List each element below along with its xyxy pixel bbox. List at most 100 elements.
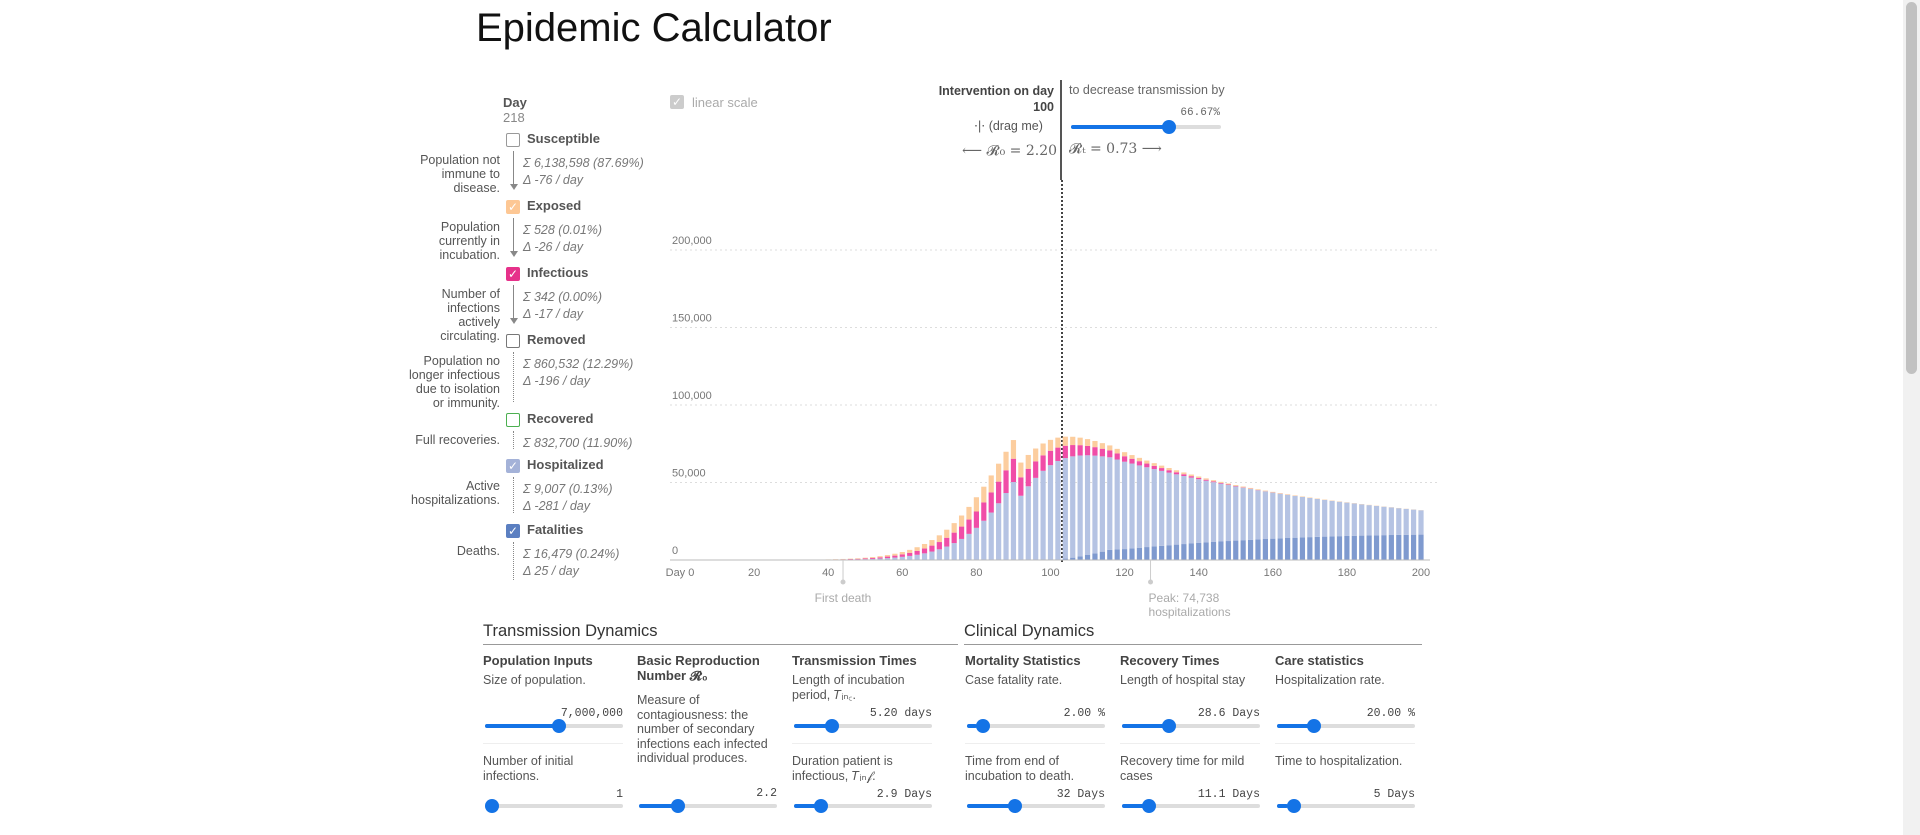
divider (483, 743, 623, 744)
slider-track (967, 724, 1105, 728)
chart-bar-fatalities (1366, 535, 1372, 560)
sigma-icon: Σ (523, 436, 534, 450)
chart-bar-infectious (1196, 477, 1202, 480)
slider-knob[interactable] (813, 799, 828, 813)
chart-bar-infectious (870, 557, 876, 559)
chart-bar-removed (1107, 457, 1113, 550)
compartment-label: Infectious (527, 265, 589, 280)
chart-bar-exposed (1070, 436, 1076, 446)
chart-bar-fatalities (1144, 547, 1150, 560)
infectious-duration-slider[interactable] (794, 798, 932, 814)
decrease-transmission-value: 66.67% (1180, 107, 1220, 119)
chart-bar-infectious (1047, 450, 1054, 466)
chart-bar-exposed (1218, 481, 1224, 483)
mortality-title: Mortality Statistics (965, 653, 1081, 668)
delta-icon: Δ (523, 374, 535, 388)
drag-handle-icon[interactable]: ⋅|⋅ (974, 119, 986, 133)
slider-knob[interactable] (1161, 120, 1176, 134)
chart-bar-fatalities (1084, 554, 1091, 560)
day-label: Day (503, 95, 527, 110)
decrease-transmission-slider[interactable] (1071, 119, 1221, 135)
slider-knob[interactable] (485, 799, 499, 813)
chart-bar-exposed (921, 543, 928, 549)
compartment-checkbox[interactable] (506, 413, 520, 427)
compartment-checkbox[interactable] (506, 133, 520, 147)
incubation-value: 5.20 days (869, 707, 932, 720)
slider-knob[interactable] (825, 719, 839, 733)
chart-bar-removed (1210, 482, 1217, 542)
check-icon: ✓ (671, 95, 683, 109)
compartment-delta-row: Δ -76 / day (523, 173, 583, 187)
chart-bar-removed (1359, 504, 1365, 536)
chart-bar-fatalities (1122, 549, 1128, 560)
chart-bar-infectious (958, 526, 965, 539)
chart-bar-exposed (1181, 472, 1187, 475)
time-to-hospitalization-slider[interactable] (1277, 798, 1415, 814)
linear-scale-checkbox[interactable]: ✓ (670, 95, 684, 109)
chart-bar-exposed (1018, 462, 1024, 478)
chart-bar-infectious (1040, 455, 1046, 471)
chart-bar-exposed (1240, 486, 1246, 488)
chart-bar-infectious (1114, 453, 1120, 460)
r0-slider[interactable] (639, 798, 777, 814)
compartment-checkbox[interactable]: ✓ (506, 267, 520, 281)
page-scrollbar-thumb[interactable] (1906, 2, 1917, 374)
time-to-death-slider[interactable] (967, 798, 1105, 814)
intervention-line-handle[interactable] (1060, 80, 1062, 180)
chart-bar-removed (1373, 505, 1380, 536)
slider-track (794, 724, 932, 728)
chart-bar-removed (1351, 503, 1357, 536)
population-slider[interactable] (485, 718, 623, 734)
compartment-checkbox[interactable]: ✓ (506, 200, 520, 214)
slider-knob[interactable] (975, 719, 990, 733)
chart-bar-exposed (1033, 448, 1039, 462)
slider-knob[interactable] (671, 799, 686, 813)
compartment-checkbox[interactable]: ✓ (506, 459, 520, 473)
chart-bar-removed (973, 527, 979, 560)
chart-bar-infectious (936, 542, 942, 550)
fatality-rate-value: 2.00 % (1063, 707, 1105, 720)
arrow-down-icon (510, 251, 518, 257)
slider-knob[interactable] (1161, 719, 1176, 733)
x-tick-label: 100 (1041, 567, 1059, 579)
chart-bar-removed (1292, 495, 1298, 538)
chart-bar-removed (1136, 465, 1143, 548)
mild-recovery-slider[interactable] (1122, 798, 1260, 814)
chart-bar-removed (944, 546, 950, 560)
slider-track (639, 804, 777, 808)
slider-knob[interactable] (551, 719, 566, 733)
chart-bar-exposed (1173, 470, 1180, 473)
chart-bar-exposed (1188, 474, 1194, 477)
slider-fill (967, 804, 1013, 808)
chart-bar-fatalities (1410, 534, 1417, 560)
chart-bar-removed (1322, 499, 1328, 537)
chart-bar-infectious (877, 557, 883, 559)
compartment-checkbox[interactable] (506, 334, 520, 348)
hospital-stay-slider[interactable] (1122, 718, 1260, 734)
compartment-total-row: Σ 9,007 (0.13%) (523, 482, 613, 496)
chart-bar-fatalities (1181, 544, 1187, 560)
compartment-checkbox[interactable]: ✓ (506, 524, 520, 538)
slider-knob[interactable] (1007, 799, 1022, 813)
incubation-slider[interactable] (794, 718, 932, 734)
intervention-drag[interactable]: ⋅|⋅ (drag me) (974, 118, 1043, 134)
hospitalization-rate-slider[interactable] (1277, 718, 1415, 734)
check-icon: ✓ (507, 200, 519, 214)
chart-bar-exposed (1122, 452, 1128, 457)
chart-bar-removed (1410, 509, 1417, 535)
chart-bar-removed (1114, 459, 1120, 550)
slider-knob[interactable] (1306, 719, 1321, 733)
chart-bar-infectious (1203, 479, 1209, 481)
chart-bar-exposed (907, 549, 913, 553)
initial-infections-slider[interactable] (485, 798, 623, 814)
care-statistics-title: Care statistics (1275, 653, 1364, 668)
fatality-rate-slider[interactable] (967, 718, 1105, 734)
chart-bar-fatalities (1359, 535, 1365, 560)
chart-bar-exposed (1255, 489, 1261, 491)
chart-bar-exposed (1292, 495, 1298, 496)
hospital-stay-value: 28.6 Days (1197, 707, 1260, 720)
chart-bar-fatalities (1270, 538, 1276, 560)
slider-knob[interactable] (1141, 799, 1156, 813)
chart-bar-removed (1129, 463, 1135, 549)
slider-knob[interactable] (1286, 799, 1301, 813)
